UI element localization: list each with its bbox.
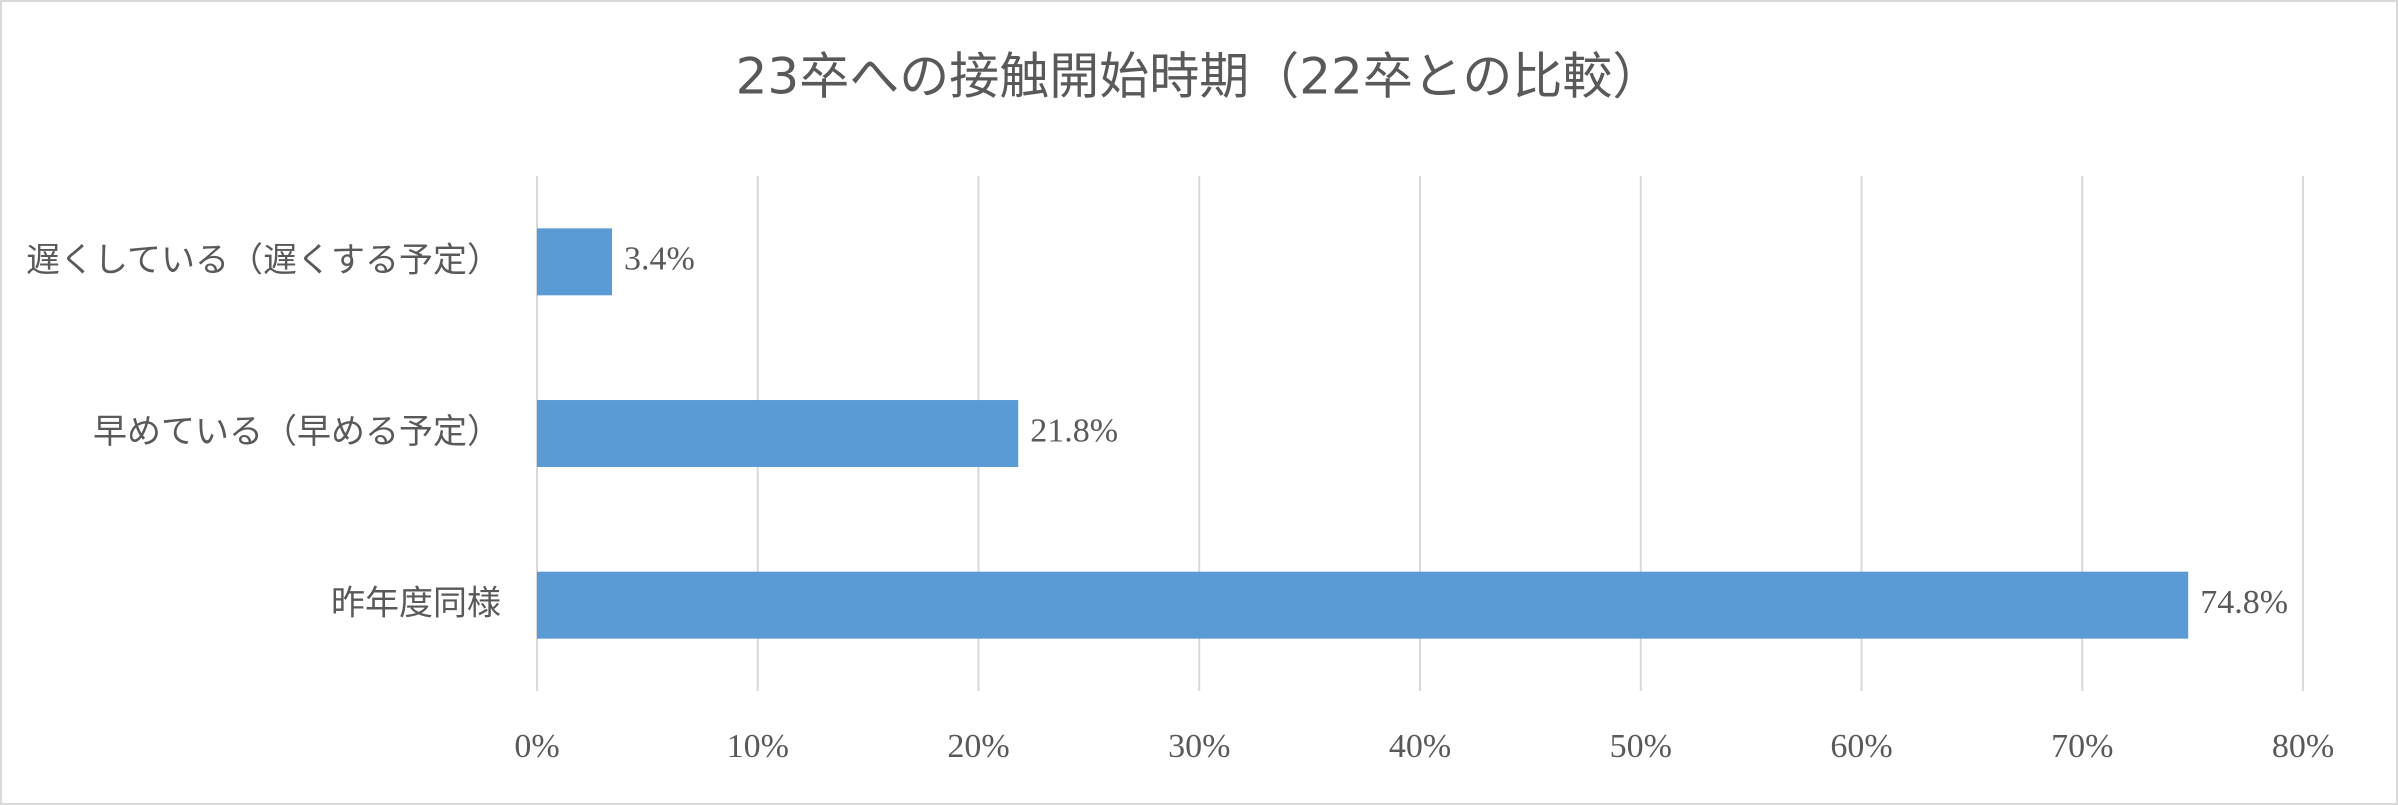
data-label: 21.8%: [1030, 412, 1118, 449]
y-tick-label: 遅くしている（遅くする予定）: [26, 240, 501, 280]
bar: [537, 228, 613, 296]
x-tick-label: 30%: [1168, 728, 1230, 765]
y-tick-label: 昨年度同様: [331, 584, 501, 624]
chart-title: 23卒への接触開始時期（22卒との比較）: [736, 48, 1663, 106]
x-tick-label: 10%: [727, 728, 789, 765]
bar: [537, 571, 2189, 639]
y-tick-label: 早めている（早める予定）: [93, 412, 501, 452]
x-tick-label: 20%: [947, 728, 1009, 765]
x-tick-label: 0%: [514, 728, 559, 765]
x-tick-label: 70%: [2051, 728, 2113, 765]
data-label: 74.8%: [2200, 584, 2288, 621]
x-tick-label: 50%: [1610, 728, 1672, 765]
x-tick-label: 40%: [1389, 728, 1451, 765]
data-label: 3.4%: [624, 241, 695, 278]
x-tick-label: 60%: [1830, 728, 1892, 765]
x-tick-label: 80%: [2272, 728, 2334, 765]
bar: [537, 400, 1019, 467]
